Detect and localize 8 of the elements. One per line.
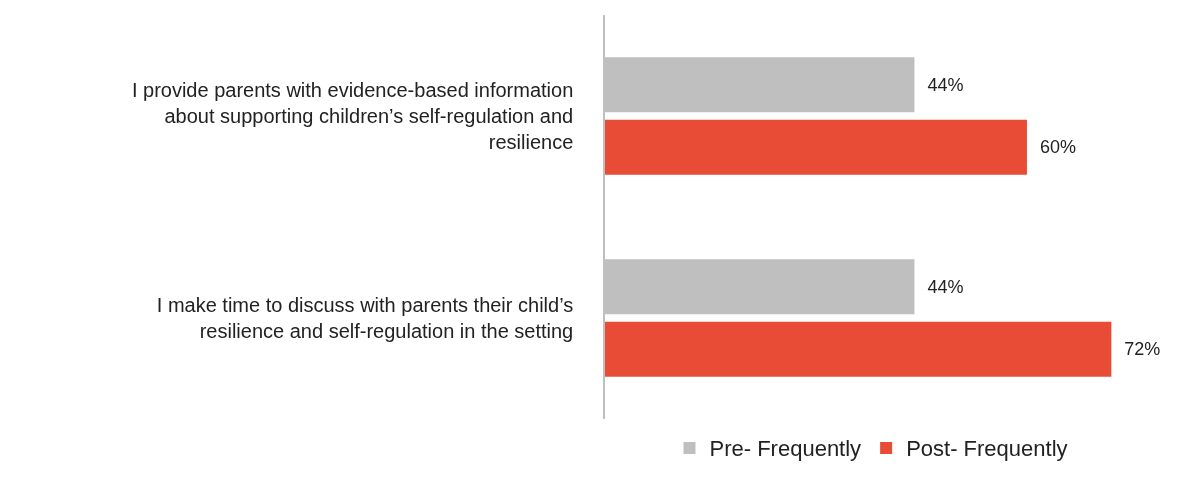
legend-label: Post- Frequently xyxy=(906,436,1068,462)
data-label: 44% xyxy=(917,74,964,95)
data-label: 72% xyxy=(1114,339,1161,360)
y-tick-label: I make time to discuss with parents their child’s resilience and self-regulation in the setting xyxy=(156,294,574,342)
legend-label: Pre- Frequently xyxy=(709,436,862,462)
data-label: 60% xyxy=(1029,137,1076,158)
data-label: 44% xyxy=(917,276,964,297)
y-tick-label: I provide parents with evidence-based information about supporting children’s self-regulation and resilience xyxy=(131,79,574,153)
